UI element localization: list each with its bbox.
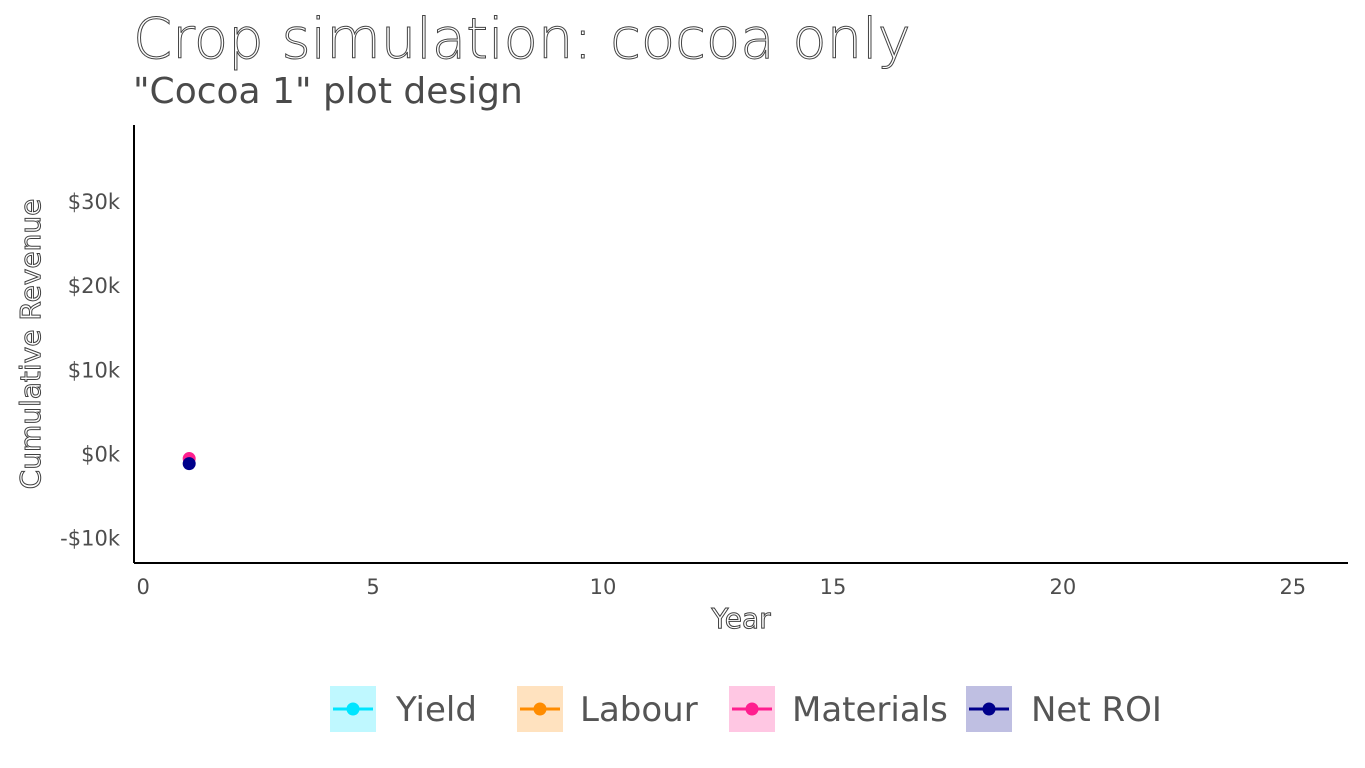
legend-key-point: [346, 702, 360, 716]
legend-item-net-roi: Net ROI: [966, 686, 1162, 732]
y-tick-label: $10k: [68, 358, 121, 382]
x-axis-ticks: 0 5 10 15 20 25: [137, 575, 1307, 599]
chart-subtitle: "Cocoa 1" plot design: [133, 71, 523, 112]
legend-label: Yield: [395, 690, 477, 730]
legend-label: Labour: [580, 690, 698, 730]
x-tick-label: 20: [1050, 575, 1077, 599]
legend-item-yield: Yield: [330, 686, 477, 732]
x-tick-label: 5: [366, 575, 379, 599]
y-tick-label: -$10k: [60, 527, 121, 551]
y-tick-label: $0k: [81, 443, 121, 467]
y-axis-title: Cumulative Revenue: [14, 199, 47, 490]
x-tick-label: 10: [590, 575, 617, 599]
legend-item-materials: Materials: [729, 686, 948, 732]
legend-label: Net ROI: [1031, 690, 1162, 730]
legend-key-point: [745, 702, 759, 716]
chart-title: Crop simulation: cocoa only: [133, 7, 911, 72]
y-tick-label: $20k: [68, 274, 121, 298]
x-tick-label: 25: [1279, 575, 1306, 599]
x-tick-label: 15: [820, 575, 847, 599]
plot-points: [182, 452, 196, 471]
y-axis-ticks: -$10k $0k $10k $20k $30k: [60, 190, 121, 551]
legend: Yield Labour Materials Net ROI: [330, 686, 1162, 732]
legend-key-point: [533, 702, 547, 716]
x-axis-title: Year: [710, 602, 771, 635]
x-tick-label: 0: [137, 575, 150, 599]
legend-item-labour: Labour: [517, 686, 698, 732]
y-tick-label: $30k: [68, 190, 121, 214]
legend-key-point: [982, 702, 996, 716]
data-point-net-roi: [182, 457, 196, 471]
legend-label: Materials: [792, 690, 948, 730]
